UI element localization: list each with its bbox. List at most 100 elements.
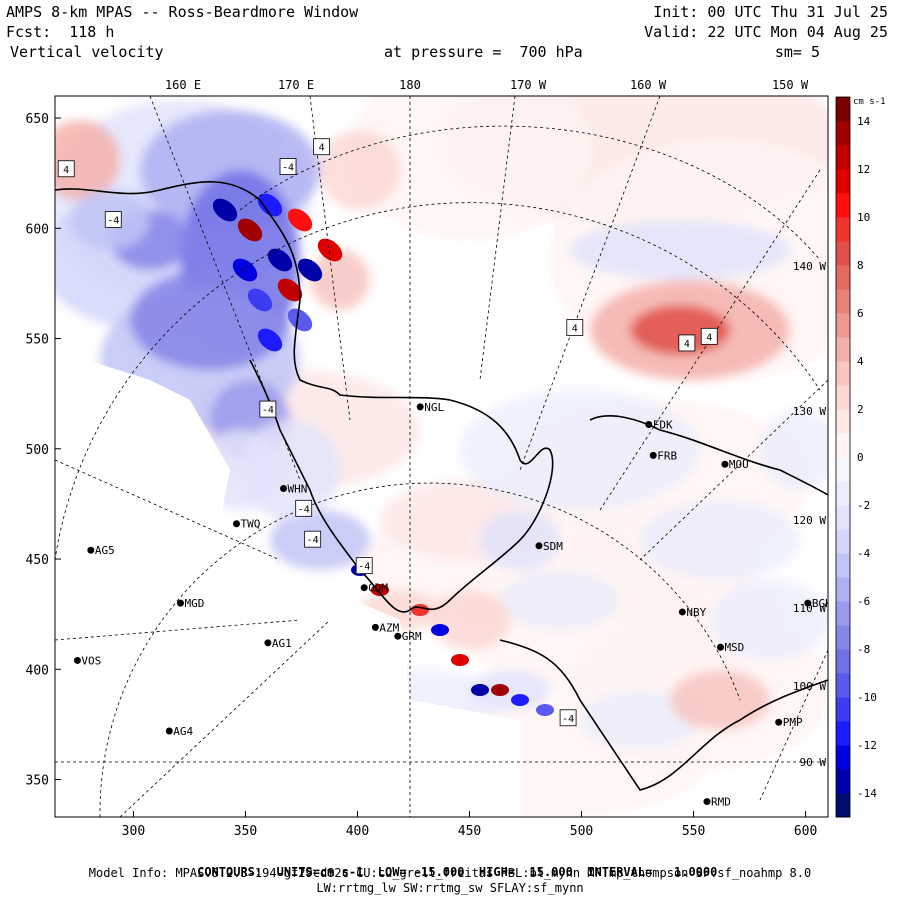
convection-cell — [212, 198, 238, 222]
convection-cell — [287, 308, 313, 332]
colorbar-swatch — [836, 793, 850, 818]
contour-label: -4 — [279, 158, 297, 175]
colorbar-swatch — [836, 553, 850, 578]
pressure-level: at pressure = 700 hPa — [384, 43, 583, 61]
colorbar-swatch — [836, 457, 850, 482]
ross-ice-shelf-coastline — [55, 181, 554, 613]
field-blob — [500, 570, 620, 630]
x-tick-label: 350 — [234, 824, 257, 839]
station-dot — [716, 643, 724, 651]
convection-cell — [287, 208, 313, 232]
colorbar-swatch — [836, 145, 850, 170]
colorbar-swatch — [836, 745, 850, 770]
colorbar-swatch — [836, 385, 850, 410]
right-lon-label: 100 W — [793, 680, 826, 693]
y-tick-label: 500 — [26, 443, 49, 458]
station-label: MOU — [729, 458, 749, 471]
colorbar-swatch — [836, 313, 850, 338]
colorbar-tick-label: -2 — [857, 499, 870, 512]
y-tick-label: 650 — [26, 112, 49, 127]
x-tick-label: 450 — [458, 824, 481, 839]
contour-label-box — [279, 158, 297, 175]
right-lon-label: 90 W — [800, 756, 827, 769]
contour-label-text: -4 — [358, 562, 370, 573]
convection-cell — [247, 288, 273, 312]
convection-cell — [257, 328, 283, 352]
top-lon-label: 170 W — [510, 78, 547, 92]
contour-label-box — [355, 557, 373, 575]
station-marker: BGK — [804, 597, 828, 610]
right-lon-label: 110 W — [793, 602, 826, 615]
station-dot — [804, 599, 812, 607]
contour-label-box — [678, 334, 696, 352]
forecast-hour: Fcst: 118 h — [6, 23, 115, 41]
colorbar-tick-label: -8 — [857, 643, 870, 656]
field-blob — [310, 250, 370, 310]
station-marker: AG4 — [165, 725, 194, 738]
model-info-2: LW:rrtmg_lw SW:rrtmg_sw SFLAY:sf_mynn — [316, 881, 584, 895]
mountain-cell — [491, 684, 509, 696]
colorbar-swatch — [836, 121, 850, 146]
field-blob — [55, 120, 120, 200]
map-title: AMPS 8-km MPAS -- Ross-Beardmore Window — [6, 3, 359, 21]
field-blob — [570, 220, 790, 280]
colorbar-tick-label: 8 — [857, 259, 864, 272]
contour-label-text: -4 — [107, 215, 119, 226]
x-tick-label: 600 — [794, 824, 817, 839]
colorbar-frame — [835, 96, 851, 818]
init-time: Init: 00 UTC Thu 31 Jul 25 — [653, 3, 888, 21]
latitude-circle-2 — [99, 482, 741, 817]
station-label: NBY — [686, 606, 706, 619]
y-tick-label: 400 — [26, 663, 49, 678]
mountain-cell — [431, 624, 449, 636]
station-label: AZM — [379, 621, 399, 634]
top-lon-label: 170 E — [278, 78, 314, 92]
units-label: UNITS= — [276, 865, 320, 879]
latitude-circle-3 — [239, 125, 821, 261]
convection-core — [212, 193, 343, 352]
station-marker: NBY — [678, 606, 707, 619]
station-label: VOS — [81, 654, 101, 667]
station-marker: MSD — [716, 641, 744, 654]
colorbar-swatch — [836, 649, 850, 674]
station-label: AG5 — [95, 544, 115, 557]
colorbar-swatch — [836, 337, 850, 362]
field-name: Vertical velocity — [10, 43, 164, 61]
marie-byrd-coastline — [589, 415, 828, 496]
coastline-east — [499, 639, 828, 791]
field-blob — [130, 270, 290, 370]
contour-label-box — [313, 138, 331, 156]
station-dot — [371, 623, 379, 631]
latitude-circle-1 — [55, 202, 821, 561]
units-value: cm s-1 — [319, 865, 364, 879]
colorbar-swatch — [836, 505, 850, 530]
colorbar-swatch — [836, 721, 850, 746]
station-marker: TWQ — [232, 518, 260, 531]
colorbar-swatch — [836, 265, 850, 290]
convection-cell — [277, 278, 303, 302]
station-label: MGD — [184, 597, 204, 610]
colorbar-tick-label: 4 — [857, 355, 864, 368]
colorbar-swatch — [836, 529, 850, 554]
y-tick-label: 350 — [26, 774, 49, 789]
station-marker: PMP — [775, 716, 803, 729]
station-label: FDK — [653, 419, 673, 432]
station-dot — [176, 599, 184, 607]
field-blob — [640, 500, 800, 580]
station-marker: SDM — [535, 540, 563, 553]
contour-label: 4 — [57, 160, 75, 178]
contour-label-text: -4 — [282, 163, 294, 174]
colorbar-swatch — [836, 217, 850, 242]
station-marker: AG5 — [87, 544, 115, 557]
station-marker: VOS — [73, 654, 101, 667]
meridian-line — [599, 169, 821, 511]
station-marker: MOU — [721, 458, 749, 471]
contour-label-box — [700, 327, 718, 345]
convection-cell — [297, 258, 323, 282]
x-tick-label: 500 — [570, 824, 593, 839]
station-dot — [165, 727, 173, 735]
contour-label-text: 4 — [572, 324, 578, 335]
contour-label-text: 4 — [684, 339, 690, 350]
station-marker: AZM — [371, 621, 400, 634]
station-dot — [703, 798, 711, 806]
